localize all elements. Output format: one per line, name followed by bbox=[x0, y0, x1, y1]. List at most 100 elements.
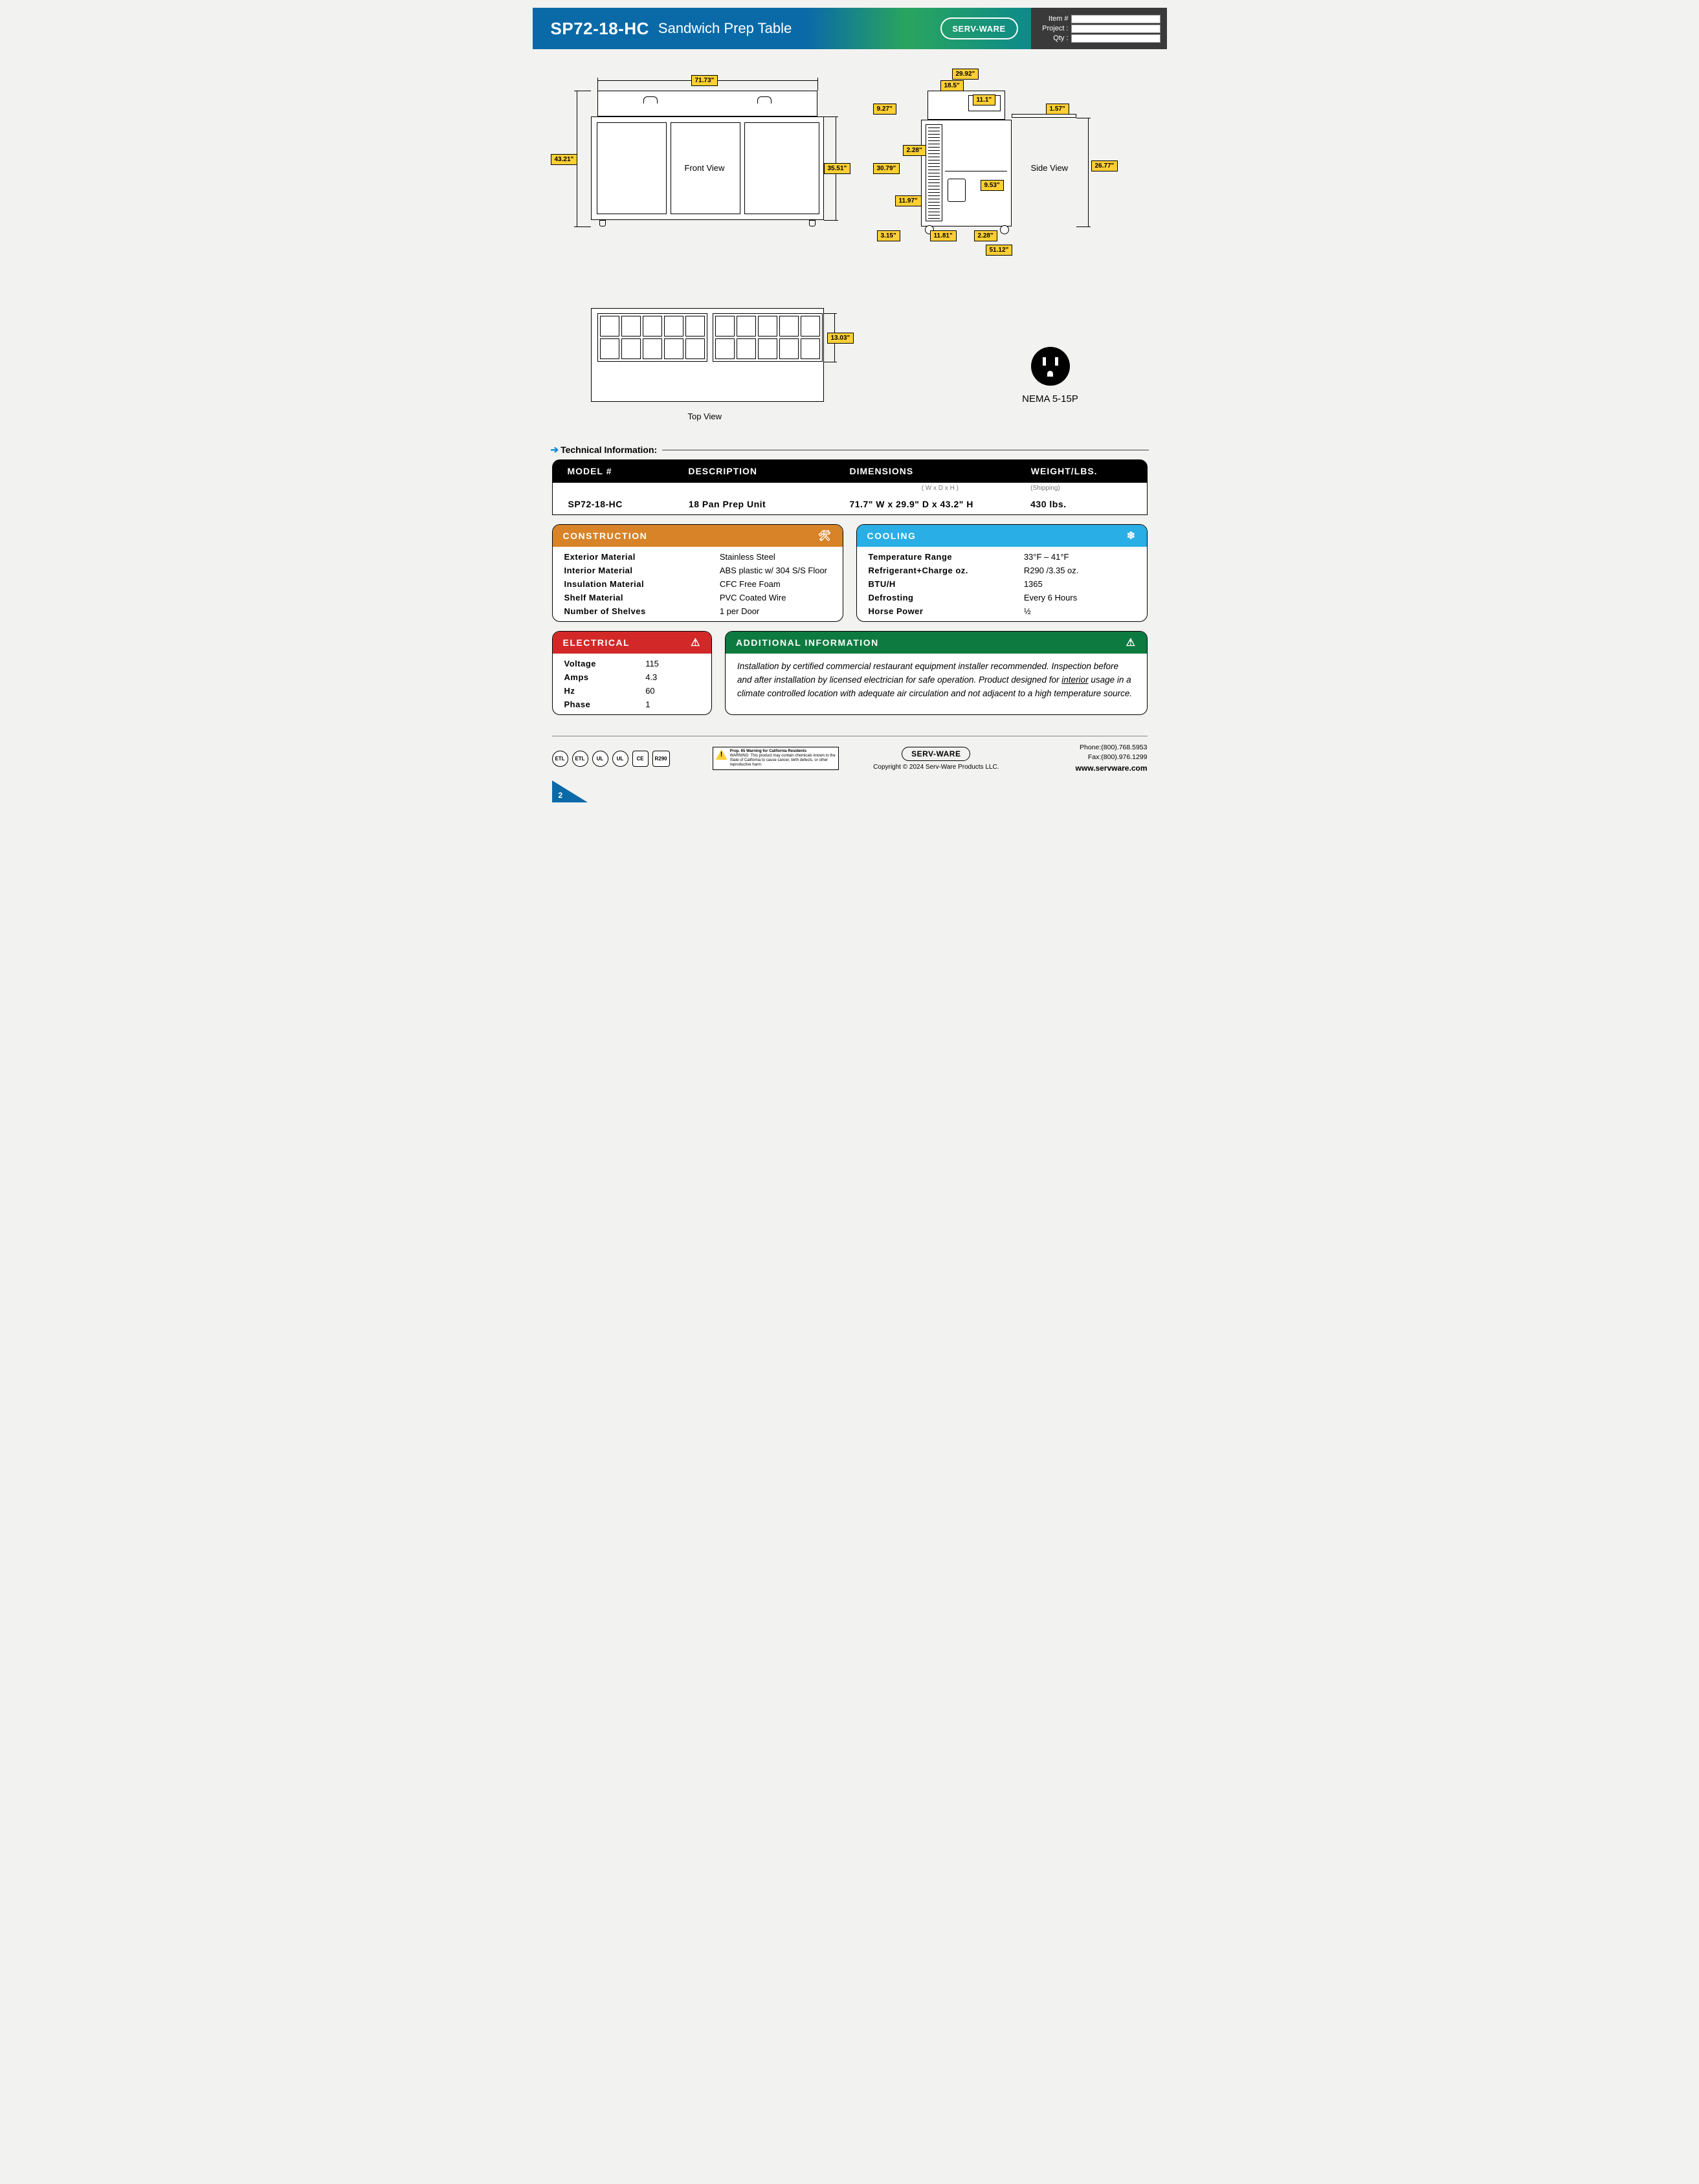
kv-value: 33°F – 41°F bbox=[1024, 552, 1135, 562]
kv-key: Refrigerant+Charge oz. bbox=[869, 566, 1024, 575]
field-item: Item # bbox=[1038, 15, 1160, 23]
kv-key: Phase bbox=[564, 700, 646, 709]
corner-triangle bbox=[552, 780, 588, 802]
dim-line bbox=[824, 116, 838, 117]
p65-body: WARNING: This product may contain chemic… bbox=[730, 754, 836, 767]
dim-label: 3.15" bbox=[877, 230, 900, 241]
electrical-head: ELECTRICAL ⚠ bbox=[553, 632, 712, 654]
cell-weight: 430 lbs. bbox=[1030, 499, 1131, 509]
warning-triangle-icon: ! bbox=[716, 749, 727, 760]
sub-2: ( W x D x H ) bbox=[849, 485, 1030, 492]
dim-label: 71.73" bbox=[691, 75, 718, 86]
additional-text: Installation by certified commercial res… bbox=[726, 654, 1147, 707]
cert-badge: ETL bbox=[572, 751, 588, 767]
cell-model: SP72-18-HC bbox=[568, 499, 689, 509]
pan bbox=[685, 338, 705, 359]
col-desc: DESCRIPTION bbox=[688, 466, 849, 476]
field-qty: Qty : bbox=[1038, 34, 1160, 43]
pan-group-right bbox=[713, 313, 823, 362]
kv-value: R290 /3.35 oz. bbox=[1024, 566, 1135, 575]
section-heading: ➔ Technical Information: bbox=[551, 444, 1149, 456]
header-left: SP72-18-HC Sandwich Prep Table SERV-WARE bbox=[533, 8, 1031, 49]
website: www.servware.com bbox=[1034, 763, 1148, 774]
kv-key: Amps bbox=[564, 672, 646, 682]
dim-label: 30.79" bbox=[873, 163, 900, 174]
additional-box: ADDITIONAL INFORMATION ⚠ Installation by… bbox=[725, 631, 1148, 715]
pan bbox=[621, 338, 641, 359]
electrical-title: ELECTRICAL bbox=[563, 637, 630, 648]
electrical-box: ELECTRICAL ⚠ Voltage115Amps4.3Hz60Phase1 bbox=[552, 631, 713, 715]
top-view-label: Top View bbox=[688, 412, 722, 421]
kv-value: ABS plastic w/ 304 S/S Floor bbox=[720, 566, 831, 575]
footer: ETLETLULULCER290 ! Prop. 65 Warning for … bbox=[533, 729, 1167, 802]
kv-value: PVC Coated Wire bbox=[720, 593, 831, 602]
field-project-input[interactable] bbox=[1071, 25, 1160, 33]
front-view-label: Front View bbox=[685, 163, 725, 173]
kv-key: Defrosting bbox=[869, 593, 1024, 602]
col-weight: WEIGHT/LBS. bbox=[1031, 466, 1132, 476]
kv-key: Voltage bbox=[564, 659, 646, 668]
pan bbox=[600, 316, 619, 336]
dim-label: 9.27" bbox=[873, 104, 896, 115]
plug-icon bbox=[1031, 347, 1070, 386]
pan bbox=[737, 316, 756, 336]
kv-key: Number of Shelves bbox=[564, 606, 720, 616]
cell-dim: 71.7" W x 29.9" D x 43.2" H bbox=[849, 499, 1030, 509]
dim-label: 18.5" bbox=[940, 80, 964, 91]
kv-key: Hz bbox=[564, 686, 646, 696]
dim-label: 2.28" bbox=[974, 230, 997, 241]
kv-value: Stainless Steel bbox=[720, 552, 831, 562]
cert-badge: CE bbox=[632, 751, 649, 767]
pan bbox=[715, 338, 735, 359]
diagram-area: 71.73" Front View 43.21" 35.51" Side Vie… bbox=[533, 75, 1167, 444]
spec-table: MODEL # DESCRIPTION DIMENSIONS WEIGHT/LB… bbox=[552, 459, 1148, 515]
footer-grid: ETLETLULULCER290 ! Prop. 65 Warning for … bbox=[552, 743, 1148, 774]
dim-label: 11.1" bbox=[973, 94, 996, 105]
kv-key: Exterior Material bbox=[564, 552, 720, 562]
kv-key: BTU/H bbox=[869, 579, 1024, 589]
p65-title: Prop. 65 Warning for California Resident… bbox=[730, 749, 806, 753]
spec-subheader: ( W x D x H ) (Shipping) bbox=[552, 483, 1148, 494]
kv-key: Insulation Material bbox=[564, 579, 720, 589]
spec-row: SP72-18-HC 18 Pan Prep Unit 71.7" W x 29… bbox=[552, 494, 1148, 515]
dim-label: 43.21" bbox=[551, 154, 578, 165]
pan bbox=[685, 316, 705, 336]
cooling-box: COOLING ❄ Temperature Range33°F – 41°FRe… bbox=[856, 524, 1148, 622]
field-qty-label: Qty : bbox=[1038, 34, 1069, 42]
kv-value: ½ bbox=[1024, 606, 1135, 616]
prop65-text: Prop. 65 Warning for California Resident… bbox=[730, 749, 836, 767]
prong bbox=[1043, 357, 1046, 366]
arrow-icon: ➔ bbox=[551, 444, 559, 456]
kv-value: 1365 bbox=[1024, 579, 1135, 589]
pan bbox=[801, 338, 820, 359]
pan bbox=[801, 316, 820, 336]
nema-label: NEMA 5-15P bbox=[1012, 393, 1089, 404]
kv-value: Every 6 Hours bbox=[1024, 593, 1135, 602]
warning-icon: ⚠ bbox=[1126, 636, 1137, 649]
field-qty-input[interactable] bbox=[1071, 34, 1160, 43]
construction-head: CONSTRUCTION 🛠 bbox=[553, 525, 843, 547]
dim-label: 11.81" bbox=[930, 230, 957, 241]
field-item-input[interactable] bbox=[1071, 15, 1160, 23]
pan bbox=[643, 338, 662, 359]
sub-1 bbox=[689, 485, 850, 492]
kv-value: 1 per Door bbox=[720, 606, 831, 616]
dim-label: 2.28" bbox=[903, 145, 926, 156]
nema-plug: NEMA 5-15P bbox=[1012, 347, 1089, 404]
dim-line bbox=[824, 220, 838, 221]
section-title: Technical Information: bbox=[561, 445, 657, 455]
snowflake-icon: ❄ bbox=[1127, 529, 1137, 542]
dim-label: 26.77" bbox=[1091, 160, 1118, 171]
dim-line bbox=[1088, 118, 1089, 226]
construction-box: CONSTRUCTION 🛠 Exterior MaterialStainles… bbox=[552, 524, 843, 622]
pan bbox=[715, 316, 735, 336]
kv-key: Temperature Range bbox=[869, 552, 1024, 562]
dim-line bbox=[817, 78, 818, 91]
dim-line bbox=[597, 78, 598, 91]
kv-value: 115 bbox=[645, 659, 700, 668]
foot bbox=[809, 220, 816, 226]
kv-key: Horse Power bbox=[869, 606, 1024, 616]
cooling-title: COOLING bbox=[867, 531, 916, 541]
kv-value: 1 bbox=[645, 700, 700, 709]
dim-line bbox=[1076, 226, 1091, 227]
